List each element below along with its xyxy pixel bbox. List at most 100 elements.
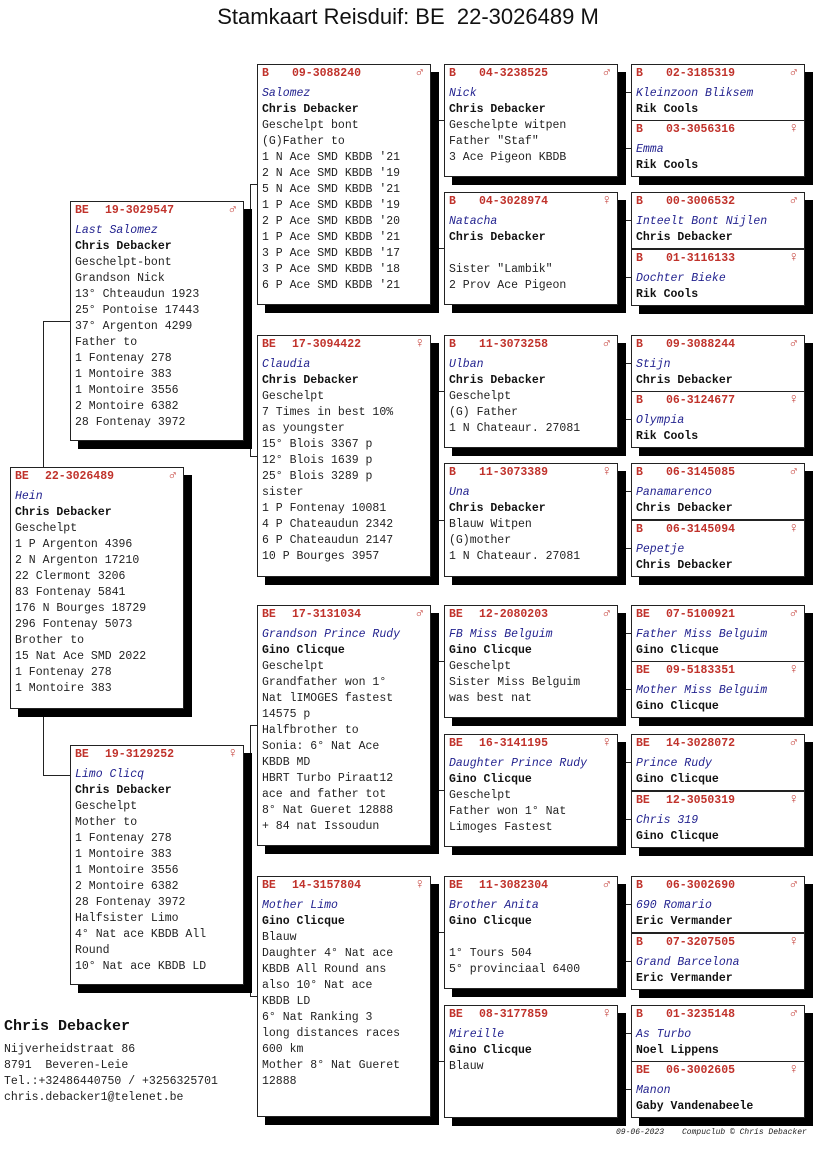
pigeon-card-g5-1[interactable]: B 02-3185319 ♂ Kleinzoon Bliksem Rik Cools [631, 64, 805, 121]
page-title: Stamkaart Reisduif: BE 22-3026489 M [217, 4, 599, 29]
ring-number: 09-3088244 [666, 338, 736, 351]
connector-line [43, 775, 70, 776]
ring-number: 06-3002690 [666, 879, 736, 892]
ring-country: B [449, 67, 456, 80]
ring-number: 06-3145094 [666, 523, 736, 536]
connector-line [618, 661, 624, 662]
pigeon-owner: Gino Clicque [262, 915, 345, 928]
pedigree-note: Geschelpt-bont [75, 256, 172, 269]
ring-number: 11-3073389 [479, 466, 549, 479]
pigeon-card-ffm[interactable]: B 04-3028974 ♀ Natacha Chris Debacker Sister … [444, 192, 618, 305]
pedigree-note: Geschelpt [15, 522, 78, 535]
pigeon-name: Grandson Prince Rudy [262, 628, 401, 641]
connector-line [250, 184, 257, 185]
connector-line [618, 120, 624, 121]
pigeon-card-fmf[interactable]: B 11-3073258 ♂ Ulban Chris Debacker Geschelpt… [444, 335, 618, 448]
connector-line [618, 520, 624, 521]
pigeon-card-g5-9[interactable]: BE 07-5100921 ♂ Father Miss Belguim Gino Cli… [631, 605, 805, 662]
pedigree-note: 14575 p [262, 708, 311, 721]
pedigree-note [449, 246, 613, 262]
pigeon-card-fff[interactable]: B 04-3238525 ♂ Nick Chris Debacker Geschelpte… [444, 64, 618, 177]
ring-country: BE [262, 608, 276, 621]
connector-line [624, 961, 631, 962]
pigeon-card-mmm[interactable]: BE 08-3177859 ♀ Mireille Gino Clicque Blauw [444, 1005, 618, 1118]
pedigree-note: Grandfather won 1° [262, 676, 387, 689]
pedigree-note: Blauw Witpen [449, 518, 532, 531]
pigeon-card-g5-13[interactable]: B 06-3002690 ♂ 690 Romario Eric Vermander [631, 876, 805, 933]
pedigree-note: 10 P Bourges 3957 [262, 550, 380, 563]
ring-number: 11-3073258 [479, 338, 549, 351]
ring-country: BE [636, 737, 650, 750]
ring-country: B [636, 123, 643, 136]
pigeon-card-g5-7[interactable]: B 06-3145085 ♂ Panamarenco Chris Debacker [631, 463, 805, 520]
connector-line [437, 661, 444, 662]
connector-line [624, 220, 631, 221]
pigeon-card-g5-12[interactable]: BE 12-3050319 ♀ Chris 319 Gino Clicque [631, 791, 805, 848]
pigeon-card-g5-10[interactable]: BE 09-5183351 ♀ Mother Miss Belguim Gino Cli… [631, 661, 805, 718]
pigeon-card-mf[interactable]: BE 17-3131034 ♂ Grandson Prince Rudy Gino Cl… [257, 605, 431, 846]
pigeon-card-fm[interactable]: BE 17-3094422 ♀ Claudia Chris Debacker Gesche… [257, 335, 431, 577]
pigeon-card-g5-3[interactable]: B 00-3006532 ♂ Inteelt Bont Nijlen Chris Deb… [631, 192, 805, 249]
pigeon-card-mm[interactable]: BE 14-3157804 ♀ Mother Limo Gino Clicque Blau… [257, 876, 431, 1117]
ring-header: BE 12-2080203 ♂ [449, 606, 613, 623]
ring-country: B [636, 394, 643, 407]
pigeon-owner: Gino Clicque [449, 773, 532, 786]
pigeon-name: Ulban [449, 358, 484, 371]
ring-country: B [636, 67, 643, 80]
pedigree-note: Geschelpte witpen [449, 119, 567, 132]
pigeon-owner: Rik Cools [636, 288, 699, 301]
pedigree-note: 28 Fontenay 3972 [75, 896, 186, 909]
pigeon-card-mmf[interactable]: BE 11-3082304 ♂ Brother Anita Gino Clicque 1°… [444, 876, 618, 989]
pedigree-note: 5 N Ace SMD KBDB '21 [262, 183, 401, 196]
breeder-email[interactable]: chris.debacker1@telenet.be [4, 1091, 184, 1104]
footer-date: 09-06-2023 [616, 1128, 665, 1137]
ring-header: BE 19-3029547 ♂ [75, 202, 239, 219]
connector-line [431, 996, 437, 997]
male-icon: ♂ [789, 336, 798, 352]
male-icon: ♂ [168, 468, 177, 484]
pigeon-card-father[interactable]: BE 19-3029547 ♂ Last Salomez Chris Debacker G… [70, 201, 244, 441]
pedigree-note: Geschelpt [75, 800, 138, 813]
breeder-city: 8791 Beveren-Leie [4, 1059, 129, 1072]
ring-header: B 01-3235148 ♂ [636, 1006, 800, 1023]
pigeon-card-fmm[interactable]: B 11-3073389 ♀ Una Chris Debacker Blauw Witpe… [444, 463, 618, 577]
connector-line [437, 661, 438, 790]
pigeon-card-mother[interactable]: BE 19-3129252 ♀ Limo Clicq Chris Debacker Ges… [70, 745, 244, 985]
ring-country: B [636, 1008, 643, 1021]
ring-number: 22-3026489 [45, 470, 115, 483]
pedigree-note: 1 Fontenay 278 [15, 666, 112, 679]
pedigree-note: 2 Montoire 6382 [75, 880, 179, 893]
connector-line [43, 709, 44, 775]
pedigree-note: (G)mother [449, 534, 512, 547]
pedigree-note: 12° Blois 1639 p [262, 454, 373, 467]
pedigree-note: 6° Nat Ranking 3 [262, 1011, 373, 1024]
pedigree-note: Mother 8° Nat Gueret [262, 1059, 401, 1072]
pedigree-note: 5° provinciaal 6400 [449, 963, 581, 976]
pigeon-card-g5-6[interactable]: B 06-3124677 ♀ Olympia Rik Cools [631, 391, 805, 448]
pedigree-note: 83 Fontenay 5841 [15, 586, 126, 599]
pigeon-card-mfm[interactable]: BE 16-3141195 ♀ Daughter Prince Rudy Gino Cl… [444, 734, 618, 847]
pedigree-note: 1 P Ace SMD KBDB '21 [262, 231, 401, 244]
pigeon-card-g5-8[interactable]: B 06-3145094 ♀ Pepetje Chris Debacker [631, 520, 805, 577]
pigeon-card-g5-2[interactable]: B 03-3056316 ♀ Emma Rik Cools [631, 120, 805, 177]
connector-line [618, 248, 624, 249]
ring-number: 17-3131034 [292, 608, 362, 621]
pigeon-card-g5-15[interactable]: B 01-3235148 ♂ As Turbo Noel Lippens [631, 1005, 805, 1062]
pedigree-note: Grandson Nick [75, 272, 165, 285]
pedigree-note: 15° Blois 3367 p [262, 438, 373, 451]
pigeon-card-mff[interactable]: BE 12-2080203 ♂ FB Miss Belguim Gino Clicque… [444, 605, 618, 718]
pigeon-card-g5-5[interactable]: B 09-3088244 ♂ Stijn Chris Debacker [631, 335, 805, 392]
pigeon-card-g5-16[interactable]: BE 06-3002605 ♀ Manon Gaby Vandenabeele [631, 1061, 805, 1118]
pigeon-card-g5-14[interactable]: B 07-3207505 ♀ Grand Barcelona Eric Vermande… [631, 933, 805, 990]
pigeon-owner: Gino Clicque [449, 644, 532, 657]
ring-number: 12-3050319 [666, 794, 736, 807]
pedigree-note: 1 Montoire 383 [75, 368, 172, 381]
pigeon-card-g5-4[interactable]: B 01-3116133 ♀ Dochter Bieke Rik Cools [631, 249, 805, 306]
pigeon-card-subject[interactable]: BE 22-3026489 ♂ Hein Chris Debacker Geschelpt… [10, 467, 184, 709]
ring-number: 19-3029547 [105, 204, 175, 217]
pigeon-card-ff[interactable]: B 09-3088240 ♂ Salomez Chris Debacker Geschel… [257, 64, 431, 305]
connector-line [618, 391, 624, 392]
pigeon-card-g5-11[interactable]: BE 14-3028072 ♂ Prince Rudy Gino Clicque [631, 734, 805, 791]
ring-header: BE 17-3131034 ♂ [262, 606, 426, 623]
pedigree-note [449, 930, 613, 946]
